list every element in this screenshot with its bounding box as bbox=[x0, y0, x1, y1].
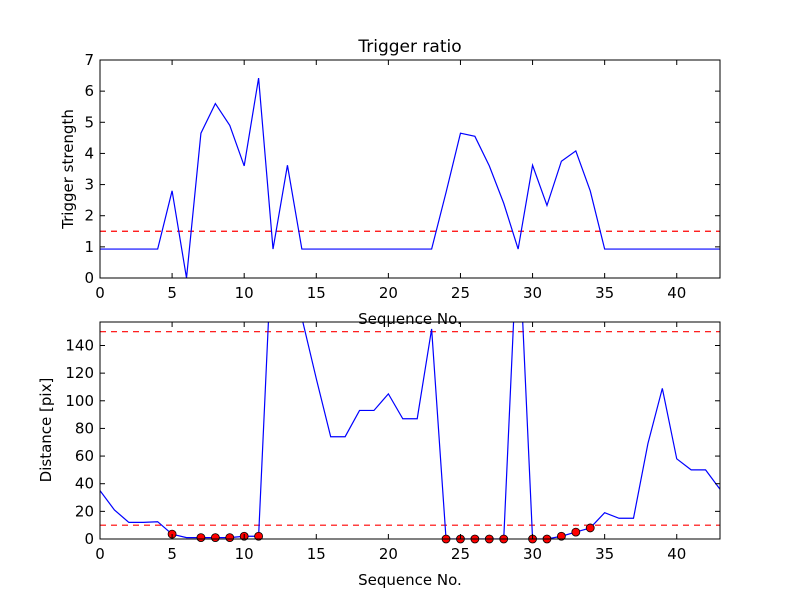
plot-frame bbox=[99, 321, 721, 540]
y-tick-label: 0 bbox=[84, 269, 94, 287]
y-tick-label: 60 bbox=[75, 447, 94, 465]
x-tick-label: 5 bbox=[167, 545, 177, 563]
data-point bbox=[225, 533, 235, 543]
y-tick-label: 0 bbox=[84, 530, 94, 548]
y-tick-label: 7 bbox=[84, 51, 94, 69]
x-tick-label: 25 bbox=[451, 284, 470, 302]
y-axis-label: Trigger strength bbox=[59, 109, 77, 230]
chart-title: Trigger ratio bbox=[357, 37, 461, 57]
x-tick-label: 25 bbox=[451, 545, 470, 563]
series-line-0 bbox=[100, 77, 720, 278]
y-tick-label: 140 bbox=[65, 336, 94, 354]
x-tick-label: 10 bbox=[235, 284, 254, 302]
x-tick-label: 40 bbox=[667, 545, 686, 563]
x-tick-label: 30 bbox=[523, 284, 542, 302]
x-tick-label: 0 bbox=[95, 545, 105, 563]
data-point bbox=[556, 531, 566, 541]
data-point bbox=[585, 523, 595, 533]
x-tick-label: 0 bbox=[95, 284, 105, 302]
x-axis-label: Sequence No. bbox=[358, 571, 462, 589]
x-tick-label: 5 bbox=[167, 284, 177, 302]
y-tick-label: 6 bbox=[84, 82, 94, 100]
x-tick-label: 35 bbox=[595, 545, 614, 563]
plot-frame bbox=[99, 59, 721, 279]
y-tick-label: 3 bbox=[84, 176, 94, 194]
x-tick-label: 15 bbox=[307, 545, 326, 563]
x-tick-label: 30 bbox=[523, 545, 542, 563]
y-tick-label: 5 bbox=[84, 113, 94, 131]
series-line-0 bbox=[100, 322, 720, 539]
y-tick-label: 120 bbox=[65, 364, 94, 382]
x-tick-label: 20 bbox=[379, 545, 398, 563]
trigger-ratio-chart: Trigger ratio 0 5 10 15 20 25 30 35 40 0 1 2 3 4 5 6 7 S… bbox=[59, 37, 721, 328]
x-tick-label: 15 bbox=[307, 284, 326, 302]
x-tick-label: 40 bbox=[667, 284, 686, 302]
data-point bbox=[571, 527, 581, 537]
x-tick-label: 20 bbox=[379, 284, 398, 302]
y-axis-label: Distance [pix] bbox=[37, 378, 55, 483]
x-tick-label: 35 bbox=[595, 284, 614, 302]
x-tick-label: 10 bbox=[235, 545, 254, 563]
y-tick-label: 4 bbox=[84, 144, 94, 162]
y-tick-label: 80 bbox=[75, 419, 94, 437]
y-tick-label: 40 bbox=[75, 475, 94, 493]
data-point bbox=[254, 531, 264, 541]
x-axis-label: Sequence No. bbox=[358, 310, 462, 328]
data-point bbox=[196, 533, 206, 543]
distance-chart: 0 5 10 15 20 25 30 35 40 0 20 40 60 80 100 120 140 Seque… bbox=[37, 321, 721, 589]
y-tick-label: 1 bbox=[84, 238, 94, 256]
y-tick-label: 2 bbox=[84, 207, 94, 225]
data-point bbox=[210, 533, 220, 543]
y-tick-label: 20 bbox=[75, 502, 94, 520]
y-tick-label: 100 bbox=[65, 392, 94, 410]
